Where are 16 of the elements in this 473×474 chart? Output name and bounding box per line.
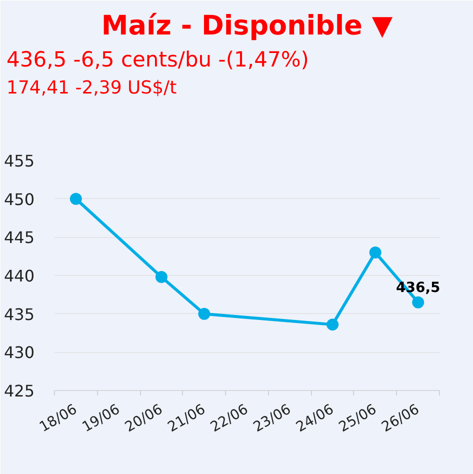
y-tick-label: 445 [4,228,35,248]
y-tick-label: 440 [4,266,35,286]
point [326,318,339,331]
text: 174,41 -2,39 US$/t [6,78,177,98]
y-tick-label: 455 [4,152,35,170]
chart-title: Maíz - Disponible ▼ [101,10,393,42]
y-tick-label: 450 [4,190,35,209]
y-tick-label: 435 [4,304,35,324]
point [369,246,382,258]
y-tick-label: 430 [4,343,35,362]
point [155,271,168,284]
chart-subtitle: 436,5 -6,5 cents/bu -(1,47%) [6,48,309,72]
point [70,192,82,205]
y-tick-label: 425 [4,382,35,400]
point [412,296,424,308]
point [198,308,210,320]
